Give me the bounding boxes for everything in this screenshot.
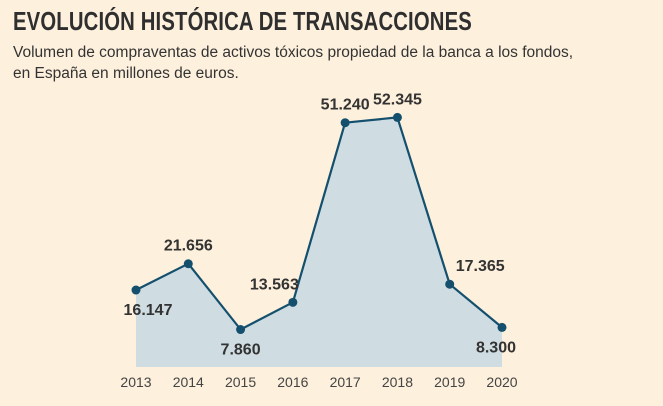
data-point-2014 — [183, 259, 193, 269]
subtitle-line-1: Volumen de compraventas de activos tóxic… — [13, 44, 574, 61]
value-label-2017: 51.240 — [321, 97, 370, 114]
value-label-2016: 13.563 — [250, 276, 299, 293]
series-line — [135, 116, 503, 331]
value-label-2018: 52.345 — [373, 91, 422, 108]
value-label-2015: 7.860 — [221, 342, 261, 359]
x-tick-label-2013: 2013 — [120, 374, 151, 390]
x-tick-label-2018: 2018 — [382, 374, 413, 390]
data-point-2018 — [392, 112, 402, 122]
area-fill — [136, 117, 502, 368]
x-tick-label-2019: 2019 — [434, 374, 465, 390]
data-point-2015 — [236, 325, 246, 335]
data-point-2013 — [131, 285, 141, 295]
value-label-2020: 8.300 — [476, 339, 516, 356]
data-point-2016 — [288, 297, 298, 307]
value-label-2019: 17.365 — [456, 258, 505, 275]
x-tick-label-2015: 2015 — [225, 374, 256, 390]
x-tick-label-2016: 2016 — [277, 374, 308, 390]
value-label-2013: 16.147 — [124, 302, 173, 319]
x-tick-label-2017: 2017 — [330, 374, 361, 390]
data-point-2017 — [340, 118, 350, 128]
chart-subtitle: Volumen de compraventas de activos tóxic… — [13, 42, 653, 84]
chart-title: EVOLUCIÓN HISTÓRICA DE TRANSACCIONES — [13, 6, 472, 36]
subtitle-line-2: en España en millones de euros. — [13, 65, 239, 82]
data-point-2019 — [445, 279, 455, 289]
value-label-2014: 21.656 — [164, 238, 213, 255]
x-tick-label-2020: 2020 — [486, 374, 517, 390]
data-point-2020 — [497, 322, 507, 332]
x-tick-label-2014: 2014 — [173, 374, 204, 390]
